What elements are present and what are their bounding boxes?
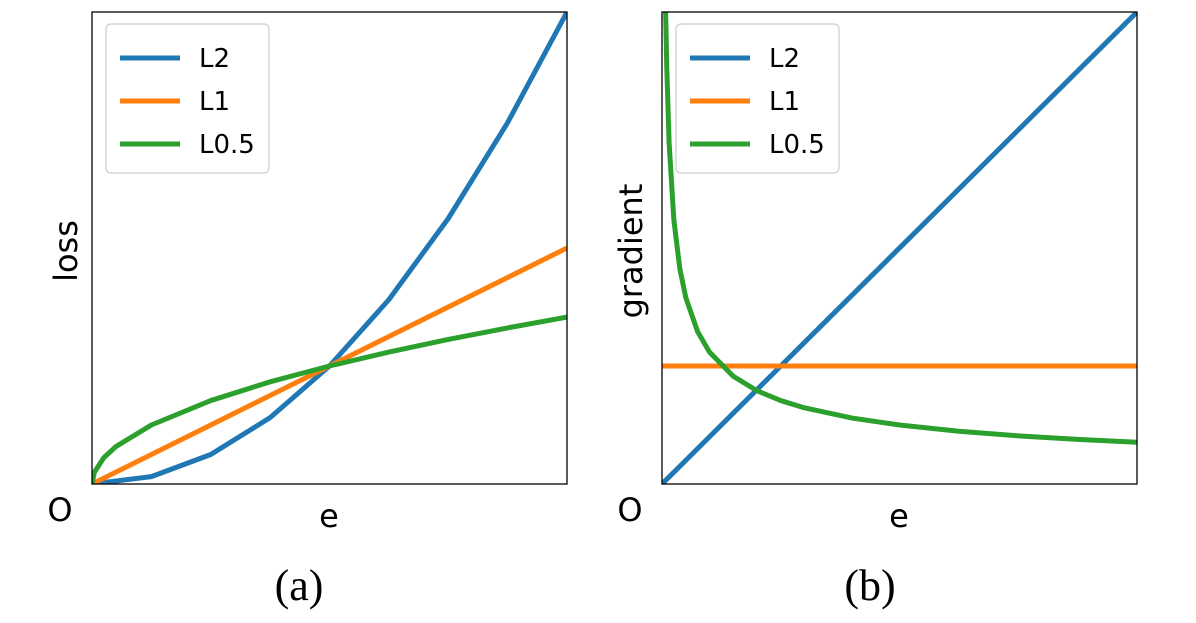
plot-area-a [92,12,567,484]
panel-label-a: (a) [275,561,324,610]
y-axis-label-a: loss [47,220,85,282]
panel-b: L2 L1 L0.5 gradient O e (b) [612,11,1138,610]
series-line-l0-5-a [92,314,567,484]
origin-label-b: O [617,491,642,529]
legend-a: L2 L1 L0.5 [105,23,270,174]
x-axis-label-b: e [889,497,909,535]
x-axis-label-a: e [319,497,339,535]
axes-frame-a [91,11,568,485]
origin-label-a: O [47,491,72,529]
panel-label-b: (b) [844,561,895,610]
legend-label-l1-b: L1 [769,87,800,117]
legend-label-l0-5-a: L0.5 [199,130,255,160]
series-line-l0-5-b [663,12,1137,445]
plot-area-b [662,12,1137,484]
axes-frame-b [661,11,1138,485]
legend-label-l1-a: L1 [199,87,230,117]
y-axis-label-b: gradient [612,184,650,319]
panel-a: L2 L1 L0.5 loss O e (a) [47,11,568,610]
series-line-l2-b [662,12,1137,484]
legend-frame-a [105,23,270,174]
legend-label-l0-5-b: L0.5 [769,130,825,160]
legend-label-l2-b: L2 [769,44,800,74]
legend-b: L2 L1 L0.5 [675,23,840,174]
legend-frame-b [675,23,840,174]
legend-label-l2-a: L2 [199,44,230,74]
